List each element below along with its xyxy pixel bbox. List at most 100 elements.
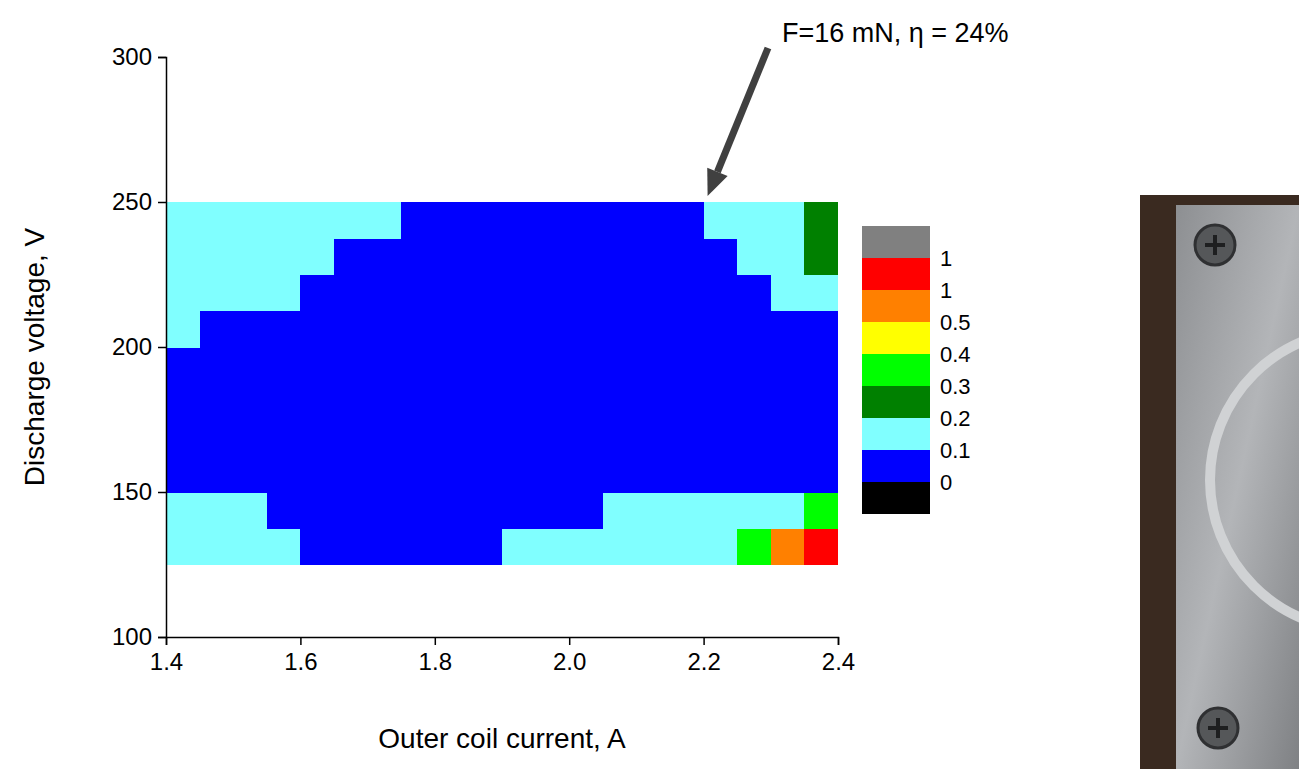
contour-cell — [536, 275, 570, 312]
contour-cell — [603, 311, 637, 348]
contour-cell — [233, 383, 267, 420]
contour-cell — [166, 528, 200, 565]
contour-cell — [267, 202, 301, 239]
contour-cell — [737, 275, 771, 312]
contour-cell — [334, 383, 368, 420]
contour-cell — [166, 311, 200, 348]
contour-cell — [603, 202, 637, 239]
contour-cell — [267, 383, 301, 420]
photo — [1140, 195, 1299, 769]
tick-mark — [158, 637, 166, 639]
contour-cell — [536, 528, 570, 565]
contour-cell — [771, 238, 805, 275]
contour-cell — [771, 528, 805, 565]
y-axis-title: Discharge voltage, V — [19, 227, 50, 486]
annotation: F=16 mN, η = 24% — [782, 18, 1009, 48]
contour-cell — [636, 492, 670, 529]
contour-cell — [233, 275, 267, 312]
contour-cell — [804, 238, 838, 275]
tick: 2.4 — [822, 637, 855, 675]
contour-cell — [670, 347, 704, 384]
contour-cell — [771, 420, 805, 457]
contour-cell — [569, 456, 603, 493]
contour-cell — [401, 347, 435, 384]
contour-cell — [468, 202, 502, 239]
colorbar-label: 0.5 — [940, 310, 971, 335]
contour-cell — [502, 456, 536, 493]
contour-cell — [267, 275, 301, 312]
axis-line — [158, 58, 167, 638]
contour-cell — [368, 202, 402, 239]
colorbar-swatch — [862, 418, 930, 450]
tick-mark — [435, 637, 437, 645]
contour-cell — [670, 238, 704, 275]
contour-cell — [737, 311, 771, 348]
contour-cell — [468, 383, 502, 420]
contour-cell — [401, 420, 435, 457]
contour-cell — [536, 420, 570, 457]
colorbar-label: 0.1 — [940, 438, 971, 463]
contour-cell — [166, 238, 200, 275]
contour-cell — [636, 383, 670, 420]
tick: 1.8 — [419, 637, 452, 675]
contour-cell — [704, 492, 738, 529]
photo-screw-slot — [1205, 235, 1225, 255]
colorbar-swatch — [862, 258, 930, 290]
contour-cell — [603, 420, 637, 457]
contour-cell — [401, 456, 435, 493]
tick: 2.2 — [687, 637, 720, 675]
contour-cell — [233, 311, 267, 348]
colorbar-label: 1 — [940, 246, 952, 271]
contour-cell — [300, 420, 334, 457]
contour-cell — [603, 275, 637, 312]
contour-cell — [704, 347, 738, 384]
contour-cell — [200, 347, 234, 384]
contour-cell — [334, 238, 368, 275]
contour-cell — [502, 383, 536, 420]
contour-cell — [300, 238, 334, 275]
contour-cell — [233, 456, 267, 493]
contour-cell — [166, 420, 200, 457]
contour-cell — [166, 383, 200, 420]
tick-label: 1.6 — [284, 648, 317, 675]
contour-cell — [233, 238, 267, 275]
photo-ring — [1210, 330, 1299, 630]
contour-cell — [704, 202, 738, 239]
contour-cell — [368, 456, 402, 493]
colorbar-swatch — [862, 450, 930, 482]
tick-mark — [838, 637, 840, 645]
contour-cell — [401, 275, 435, 312]
contour-cell — [569, 492, 603, 529]
contour-cell — [636, 202, 670, 239]
contour-cell — [401, 202, 435, 239]
contour-cell — [670, 383, 704, 420]
contour-cell — [737, 456, 771, 493]
tick: 100 — [112, 623, 166, 650]
contour-cell — [468, 492, 502, 529]
photo-screw — [1198, 708, 1238, 748]
contour-cell — [670, 202, 704, 239]
contour-cell — [804, 383, 838, 420]
contour-cell — [670, 275, 704, 312]
contour-cell — [536, 238, 570, 275]
contour-cell — [771, 456, 805, 493]
contour-cell — [468, 275, 502, 312]
colorbar-swatch — [862, 386, 930, 418]
contour-cell — [368, 275, 402, 312]
contour-cell — [200, 420, 234, 457]
contour-cell — [468, 420, 502, 457]
contour-cell — [200, 383, 234, 420]
contour-cell — [166, 456, 200, 493]
tick-mark — [300, 637, 302, 645]
contour-cell — [200, 275, 234, 312]
contour-cell — [704, 311, 738, 348]
contour-cell — [502, 492, 536, 529]
contour-cell — [704, 528, 738, 565]
contour-cell — [435, 238, 469, 275]
contour-cell — [636, 420, 670, 457]
contour-cell — [737, 202, 771, 239]
contour-cell — [536, 383, 570, 420]
contour-cell — [804, 347, 838, 384]
colorbar-swatch — [862, 354, 930, 386]
colorbar-label: 0.2 — [940, 406, 971, 431]
